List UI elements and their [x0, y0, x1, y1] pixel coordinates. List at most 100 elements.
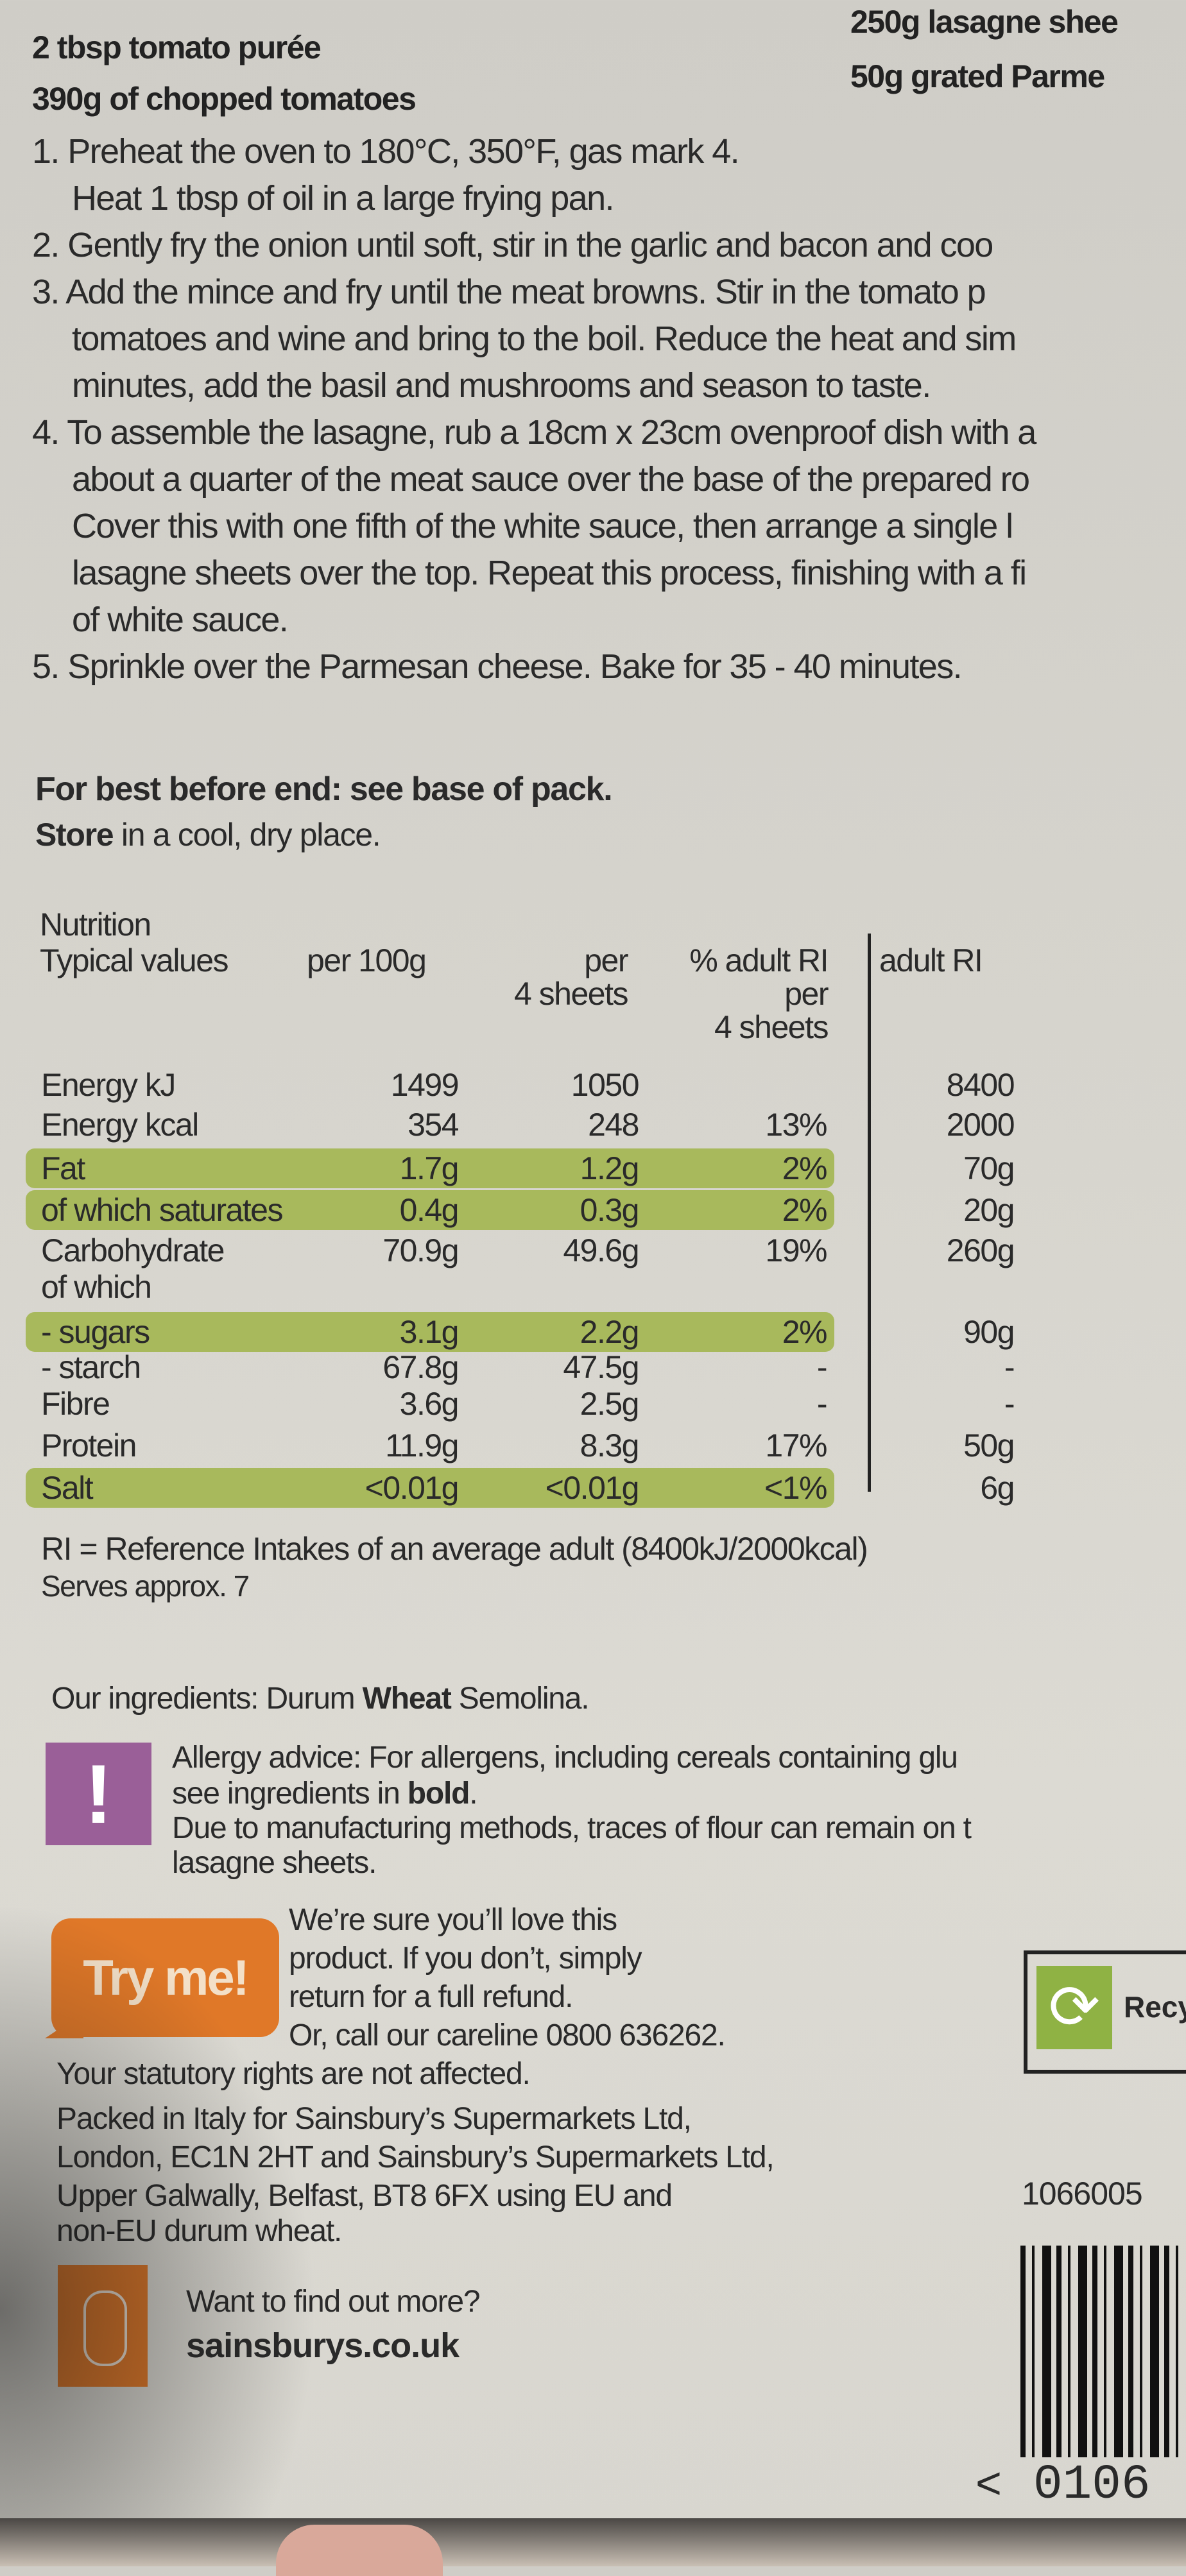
- value-per-4-sheets: 2.5g: [580, 1386, 640, 1422]
- method-line: tomatoes and wine and bring to the boil.…: [72, 320, 1017, 358]
- storage-note: Store in a cool, dry place.: [35, 816, 381, 853]
- ingredient-tomato-puree: 2 tbsp tomato purée: [32, 30, 322, 65]
- ingredient-parmesan: 50g grated Parme: [850, 58, 1105, 94]
- nutrition-row: Energy kJ 1499 1050 8400: [26, 1065, 1015, 1105]
- method-line: 4. To assemble the lasagne, rub a 18cm x…: [32, 413, 1036, 452]
- method-line: minutes, add the basil and mushrooms and…: [72, 366, 931, 405]
- packed-line-4: non-EU durum wheat.: [56, 2214, 342, 2248]
- header-adult-ri: adult RI: [879, 943, 983, 978]
- value-per-4-sheets: 248: [588, 1107, 639, 1143]
- value-adult-ri: 70g: [963, 1150, 1015, 1186]
- value-per-4-sheets: 1.2g: [580, 1150, 640, 1186]
- nutrition-row: Fibre 3.6g 2.5g - -: [26, 1384, 1015, 1424]
- nutrient-label: Carbohydrate: [41, 1233, 225, 1268]
- ingredient-lasagne-sheets: 250g lasagne shee: [850, 4, 1119, 40]
- value-ri-percent: 2%: [782, 1192, 828, 1228]
- barcode: [1020, 2246, 1186, 2457]
- allergy-warning-icon: !: [46, 1743, 151, 1845]
- nutrient-label: Fibre: [41, 1386, 110, 1422]
- allergy-line-1: Allergy advice: For allergens, including…: [172, 1741, 958, 1775]
- value-adult-ri: 8400: [946, 1067, 1015, 1103]
- nutrient-label: of which saturates: [41, 1192, 283, 1228]
- method-line: lasagne sheets over the top. Repeat this…: [72, 554, 1027, 592]
- packed-line-2: London, EC1N 2HT and Sainsbury’s Superma…: [56, 2140, 775, 2174]
- try-me-badge: Try me!: [45, 1918, 279, 2038]
- value-adult-ri: -: [1004, 1386, 1015, 1422]
- value-ri-percent: 2%: [782, 1314, 828, 1350]
- value-per-100g: <0.01g: [365, 1470, 460, 1506]
- allergy-line-2: see ingredients in bold.: [172, 1776, 478, 1811]
- nutrition-title: Nutrition: [40, 907, 151, 943]
- value-per-100g: 70.9g: [382, 1233, 459, 1268]
- allergy-line-2-end: .: [469, 1777, 477, 1811]
- value-per-4-sheets: 8.3g: [580, 1428, 640, 1463]
- table-divider: [868, 934, 871, 1492]
- value-per-100g: 1499: [390, 1067, 460, 1103]
- box-bottom-edge: [0, 2518, 1186, 2566]
- nutrient-label: Salt: [41, 1470, 94, 1506]
- statutory-rights: Your statutory rights are not affected.: [56, 2057, 531, 2091]
- try-me-line-2: product. If you don’t, simply: [289, 1941, 642, 1975]
- barcode-arrow: <: [975, 2458, 1002, 2508]
- nutrition-row: - sugars 3.1g 2.2g 2% 90g: [26, 1312, 1015, 1352]
- website-prompt: Want to find out more?: [186, 2285, 481, 2319]
- value-ri-percent: 17%: [765, 1428, 827, 1463]
- nutrition-row: Salt <0.01g <0.01g <1% 6g: [26, 1468, 1015, 1508]
- value-adult-ri: 2000: [946, 1107, 1015, 1143]
- nutrient-label: - sugars: [41, 1314, 150, 1350]
- recycle-text: Recy: [1124, 1990, 1186, 2024]
- method-line: 5. Sprinkle over the Parmesan cheese. Ba…: [32, 647, 963, 686]
- method-line: 1. Preheat the oven to 180°C, 350°F, gas…: [32, 132, 740, 171]
- method-line: 2. Gently fry the onion until soft, stir…: [32, 226, 993, 264]
- recycle-label: ⟳ Recy: [1024, 1950, 1186, 2074]
- ingredient-chopped-tomatoes: 390g of chopped tomatoes: [32, 81, 417, 117]
- method-line: 3. Add the mince and fry until the meat …: [32, 273, 986, 311]
- allergy-line-4: lasagne sheets.: [172, 1846, 377, 1880]
- value-adult-ri: -: [1004, 1349, 1015, 1385]
- try-me-line-1: We’re sure you’ll love this: [289, 1903, 617, 1937]
- value-per-4-sheets: <0.01g: [545, 1470, 640, 1506]
- ingredients-prefix: Our ingredients: Durum: [51, 1682, 363, 1716]
- value-adult-ri: 6g: [980, 1470, 1015, 1506]
- nutrient-label: of which: [41, 1269, 152, 1305]
- header-ri-a: % adult RI: [689, 943, 829, 978]
- value-adult-ri: 260g: [946, 1233, 1015, 1268]
- value-per-4-sheets: 1050: [571, 1067, 640, 1103]
- packed-line-1: Packed in Italy for Sainsbury’s Supermar…: [56, 2102, 692, 2136]
- value-ri-percent: -: [816, 1349, 828, 1385]
- header-per-100g: per 100g: [307, 943, 427, 978]
- allergy-line-3: Due to manufacturing methods, traces of …: [172, 1811, 972, 1845]
- try-me-line-3: return for a full refund.: [289, 1980, 573, 2014]
- header-typical-values: Typical values: [40, 943, 229, 978]
- ri-note: RI = Reference Intakes of an average adu…: [41, 1531, 868, 1567]
- nutrient-label: Energy kJ: [41, 1067, 176, 1103]
- nutrition-row: Fat 1.7g 1.2g 2% 70g: [26, 1148, 1015, 1188]
- nutrient-label: Protein: [41, 1428, 137, 1463]
- nutrition-row: - starch 67.8g 47.5g - -: [26, 1347, 1015, 1387]
- value-per-100g: 0.4g: [399, 1192, 460, 1228]
- storage-bold: Store: [35, 817, 114, 853]
- value-per-4-sheets: 49.6g: [563, 1233, 639, 1268]
- recycle-icon: ⟳: [1036, 1966, 1112, 2049]
- value-per-100g: 67.8g: [382, 1349, 459, 1385]
- nutrition-row: of which saturates 0.4g 0.3g 2% 20g: [26, 1190, 1015, 1230]
- serves-note: Serves approx. 7: [41, 1569, 250, 1603]
- allergy-bold-word: bold: [407, 1777, 470, 1811]
- nutrition-row: Carbohydrate 70.9g 49.6g 19% 260g: [26, 1231, 1015, 1270]
- value-ri-percent: 2%: [782, 1150, 828, 1186]
- value-ri-percent: 19%: [765, 1233, 827, 1268]
- value-ri-percent: -: [816, 1386, 828, 1422]
- nutrition-row: Energy kcal 354 248 13% 2000: [26, 1105, 1015, 1145]
- product-code: 1066005: [1022, 2176, 1143, 2212]
- value-ri-percent: <1%: [764, 1470, 827, 1506]
- storage-rest: in a cool, dry place.: [113, 817, 381, 853]
- ingredients-allergen: Wheat: [362, 1682, 452, 1716]
- website-link[interactable]: sainsburys.co.uk: [186, 2326, 460, 2365]
- nutrient-label: Energy kcal: [41, 1107, 199, 1143]
- nutrient-label: - starch: [41, 1349, 141, 1385]
- header-ri-b: per: [784, 976, 829, 1012]
- header-per-4-sheets-b: 4 sheets: [513, 976, 629, 1012]
- value-per-4-sheets: 2.2g: [580, 1314, 640, 1350]
- value-per-100g: 354: [408, 1107, 459, 1143]
- method-line: Heat 1 tbsp of oil in a large frying pan…: [72, 179, 615, 218]
